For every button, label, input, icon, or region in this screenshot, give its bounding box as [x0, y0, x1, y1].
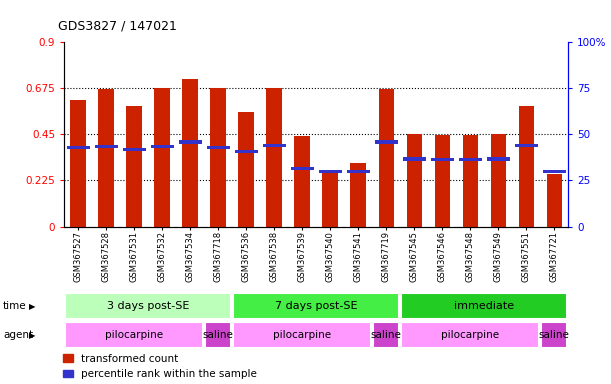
Bar	[546, 174, 562, 227]
Bar	[491, 134, 506, 227]
Text: 7 days post-SE: 7 days post-SE	[275, 301, 357, 311]
Bar	[70, 99, 86, 227]
Text: immediate: immediate	[454, 301, 514, 311]
Text: time: time	[3, 301, 27, 311]
Bar	[205, 322, 232, 348]
Bar	[65, 293, 232, 319]
Bar	[266, 88, 282, 227]
Bar	[238, 112, 254, 227]
Text: agent: agent	[3, 330, 33, 340]
Bar	[65, 322, 203, 348]
Bar	[210, 88, 226, 227]
Bar	[319, 170, 342, 173]
Bar	[519, 106, 534, 227]
Bar	[373, 322, 400, 348]
Legend: transformed count, percentile rank within the sample: transformed count, percentile rank withi…	[64, 354, 257, 379]
Text: ▶: ▶	[29, 331, 36, 339]
Bar	[235, 150, 258, 153]
Bar	[459, 158, 481, 161]
Bar	[98, 89, 114, 227]
Bar	[541, 322, 568, 348]
Bar	[463, 136, 478, 227]
Bar	[233, 322, 371, 348]
Text: saline: saline	[203, 330, 233, 340]
Bar	[67, 146, 90, 149]
Bar	[151, 145, 174, 148]
Text: 3 days post-SE: 3 days post-SE	[107, 301, 189, 311]
Text: ▶: ▶	[29, 302, 36, 311]
Bar	[401, 322, 540, 348]
Bar	[95, 145, 118, 148]
Bar	[351, 164, 366, 227]
Bar	[375, 141, 398, 144]
Bar	[514, 144, 538, 147]
Bar	[401, 293, 568, 319]
Text: pilocarpine: pilocarpine	[441, 330, 499, 340]
Bar	[207, 146, 230, 149]
Bar	[178, 141, 202, 144]
Text: saline: saline	[371, 330, 401, 340]
Bar	[183, 79, 198, 227]
Bar	[543, 170, 566, 173]
Bar	[263, 144, 286, 147]
Bar	[295, 136, 310, 227]
Bar	[155, 88, 170, 227]
Text: saline: saline	[539, 330, 569, 340]
Text: pilocarpine: pilocarpine	[105, 330, 163, 340]
Text: GDS3827 / 147021: GDS3827 / 147021	[58, 19, 177, 32]
Bar	[346, 170, 370, 173]
Bar	[431, 158, 454, 161]
Bar	[487, 157, 510, 161]
Bar	[126, 106, 142, 227]
Bar	[403, 157, 426, 161]
Text: pilocarpine: pilocarpine	[273, 330, 331, 340]
Bar	[378, 89, 394, 227]
Bar	[406, 134, 422, 227]
Bar	[291, 167, 313, 170]
Bar	[323, 171, 338, 227]
Bar	[233, 293, 400, 319]
Bar	[434, 135, 450, 227]
Bar	[123, 148, 145, 151]
